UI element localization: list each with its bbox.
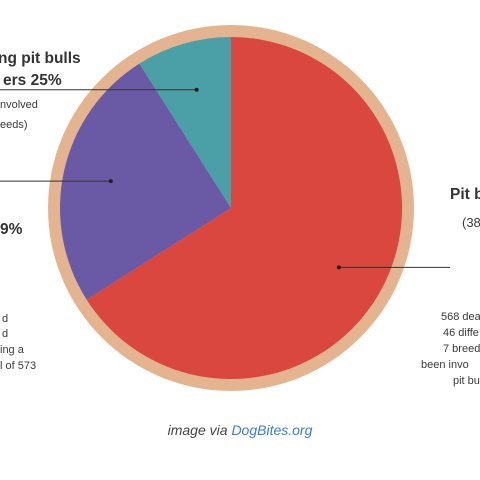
slice-label-teal: 9% xyxy=(0,221,23,238)
note-right-line5: pit bu xyxy=(453,375,480,387)
leader-dot-teal xyxy=(194,87,199,92)
leader-dot-red xyxy=(336,265,341,270)
slice-detail-purple-line1: nvolved xyxy=(0,99,38,111)
slice-detail-red: (38 xyxy=(462,215,480,230)
slice-label-purple-line1: ng pit bulls xyxy=(0,50,81,67)
leader-dot-purple xyxy=(108,179,113,184)
pie-slice-purple xyxy=(60,63,232,300)
note-left-line1: d xyxy=(2,313,9,325)
pie-slice-red xyxy=(86,37,402,379)
slice-label-red: Pit b xyxy=(450,186,480,203)
note-left-line2: d xyxy=(2,328,9,340)
note-right-line1: 568 dea xyxy=(441,311,480,323)
pie-slice-teal xyxy=(139,37,231,208)
note-right-line3: 7 breed xyxy=(443,343,480,355)
caption-link[interactable]: DogBites.org xyxy=(231,422,313,438)
slice-detail-purple-line2: eeds) xyxy=(0,119,28,131)
image-caption: image via DogBites.org xyxy=(0,422,480,438)
caption-prefix: image via xyxy=(167,422,232,438)
note-left-line3: ing a xyxy=(0,344,24,356)
note-right-line4: been invo xyxy=(421,359,469,371)
note-right-line2: 46 diffe xyxy=(443,327,479,339)
slice-label-purple-line2: ers 25% xyxy=(3,72,62,89)
note-left-line4: l of 573 xyxy=(0,360,37,372)
